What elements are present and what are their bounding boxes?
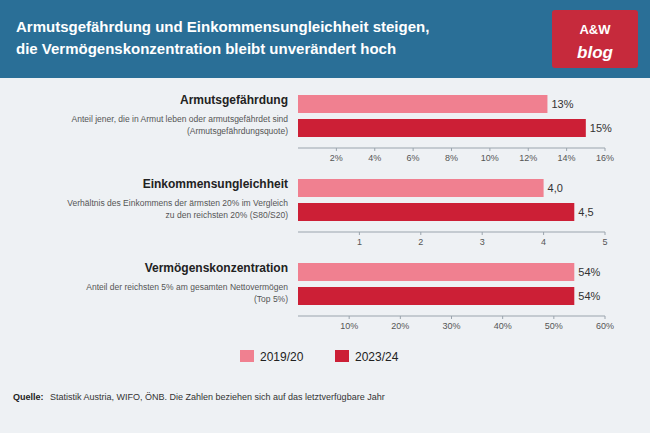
tick <box>502 316 503 319</box>
tick <box>420 232 421 235</box>
section-subtitle: Anteil der reichsten 5% am gesamten Nett… <box>86 282 288 304</box>
legend-label: 2023/24 <box>355 350 399 364</box>
header-band <box>0 0 650 78</box>
tick-label: 12% <box>519 153 537 163</box>
tick <box>605 316 606 319</box>
tick-label: 3 <box>480 237 485 247</box>
legend-label: 2019/20 <box>260 350 304 364</box>
logo-text: A&W <box>579 22 611 37</box>
bars <box>298 263 574 305</box>
tick-label: 30% <box>442 321 460 331</box>
bars <box>298 95 586 137</box>
footer-source: Statistik Austria, WIFO, ÖNB. Die Zahlen… <box>50 392 385 402</box>
tick-label: 2 <box>418 237 423 247</box>
data-label: 4,5 <box>578 206 593 218</box>
tick <box>553 316 554 319</box>
tick <box>349 316 350 319</box>
tick <box>528 148 529 151</box>
tick-label: 60% <box>596 321 614 331</box>
tick <box>413 148 414 151</box>
background <box>0 0 650 433</box>
section-title: Einkommensungleichheit <box>143 177 288 191</box>
tick-label: 2% <box>330 153 343 163</box>
logo-text: blog <box>577 43 613 62</box>
bar <box>298 263 574 281</box>
x-axis <box>298 232 605 233</box>
section-subtitle: Anteil jener, die in Armut leben oder ar… <box>72 114 289 136</box>
tick <box>451 316 452 319</box>
bar <box>298 287 574 305</box>
tick <box>336 148 337 151</box>
section: Vermögenskonzentration Anteil der reichst… <box>86 261 614 331</box>
section-subtitle: Verhältnis des Einkommens der ärmsten 20… <box>67 198 288 220</box>
legend-swatch <box>335 350 349 362</box>
legend: 2019/20 2023/24 <box>240 350 399 364</box>
logo-box <box>552 10 638 68</box>
tick-label: 4% <box>368 153 381 163</box>
tick-label: 14% <box>558 153 576 163</box>
tick <box>489 148 490 151</box>
tick-label: 1 <box>357 237 362 247</box>
tick <box>605 232 606 235</box>
data-label: 54% <box>578 290 600 302</box>
bar <box>298 203 574 221</box>
tick-label: 4 <box>541 237 546 247</box>
tick-label: 10% <box>340 321 358 331</box>
tick-label: 20% <box>391 321 409 331</box>
tick <box>359 232 360 235</box>
tick <box>400 316 401 319</box>
tick <box>482 232 483 235</box>
tick <box>374 148 375 151</box>
tick-label: 16% <box>596 153 614 163</box>
title: Armutsgefährdung und Einkommensungleichh… <box>16 18 429 57</box>
legend-swatch <box>240 350 254 362</box>
tick-label: 40% <box>494 321 512 331</box>
data-label: 13% <box>551 98 573 110</box>
tick-label: 50% <box>545 321 563 331</box>
bar <box>298 95 547 113</box>
chart-root: Armutsgefährdung und Einkommensungleichh… <box>0 0 650 433</box>
tick-label: 6% <box>407 153 420 163</box>
tick <box>605 148 606 151</box>
section-title: Vermögenskonzentration <box>145 261 288 275</box>
tick-label: 5 <box>602 237 607 247</box>
tick <box>566 148 567 151</box>
section-title: Armutsgefährdung <box>180 93 288 107</box>
tick <box>451 148 452 151</box>
data-label: 54% <box>578 266 600 278</box>
bar <box>298 179 544 197</box>
data-label: 4,0 <box>548 182 563 194</box>
tick-label: 10% <box>481 153 499 163</box>
section: Einkommensungleichheit Verhältnis des Ein… <box>67 177 607 247</box>
data-label: 15% <box>590 122 612 134</box>
bar <box>298 119 586 137</box>
footer-label: Quelle: <box>13 392 44 402</box>
tick-label: 8% <box>445 153 458 163</box>
bars <box>298 179 574 221</box>
tick <box>543 232 544 235</box>
section: Armutsgefährdung Anteil jener, die in Arm… <box>72 93 614 163</box>
